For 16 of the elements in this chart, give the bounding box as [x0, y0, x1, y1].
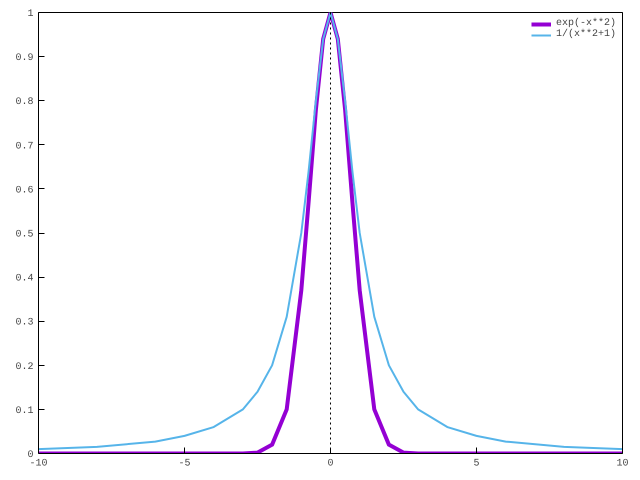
y-tick-label: 1: [28, 9, 34, 20]
x-tick-label: 10: [616, 458, 629, 470]
y-tick-label: 0.2: [15, 362, 34, 373]
y-tick-label: 0.7: [15, 141, 34, 152]
y-tick-label: 0.8: [15, 97, 34, 108]
x-tick-label: -10: [30, 458, 48, 470]
y-tick-label: 0.5: [15, 230, 34, 240]
x-tick-label: -5: [178, 458, 191, 470]
y-tick-label: 0.9: [15, 53, 34, 64]
x-tick-label: 0: [328, 458, 334, 470]
y-tick-label: 0: [28, 450, 34, 461]
y-tick-label: 0.1: [15, 406, 34, 417]
x-tick-label: 5: [474, 458, 480, 470]
y-tick-label: 0.6: [15, 185, 34, 196]
y-tick-label: 0.3: [15, 318, 34, 329]
y-tick-label: 0.4: [15, 274, 34, 285]
